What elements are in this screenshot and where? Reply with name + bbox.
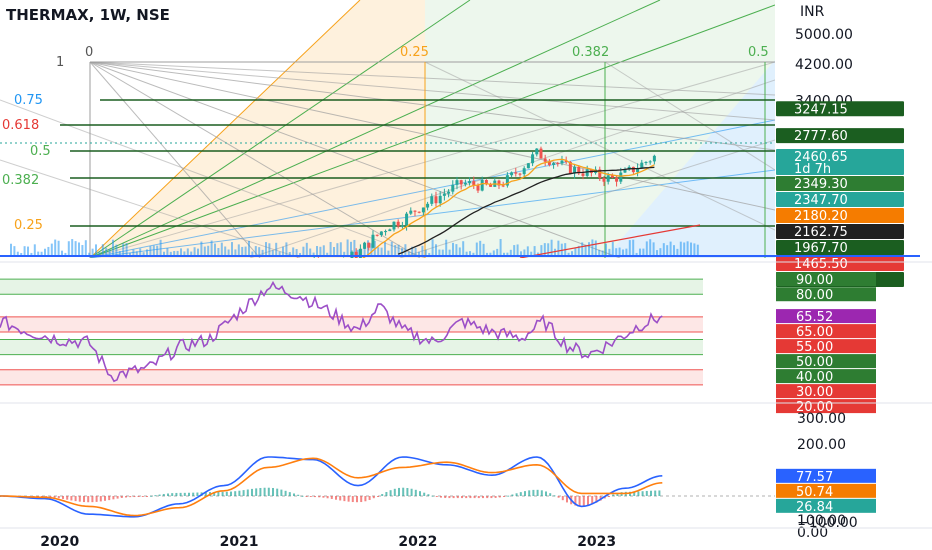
fib-fan-left-labels: 1 0.75 0.618 0.5 0.382 0.25 [2,55,64,233]
rsi-level-value: 40.00 [796,370,833,385]
chart-header: THERMAX, 1W, NSE INR [6,4,825,24]
fib-fan-level-label: 0.75 [14,93,43,108]
rsi-band [0,369,703,385]
price-axis-tick-label: 4200.00 [795,57,853,73]
rsi-level-tag [776,384,876,399]
rsi-level-value: 30.00 [796,385,833,400]
price-level-value: 2162.75 [794,225,848,240]
macd-line [0,456,663,518]
fib-fan-level-label: 0.382 [2,173,39,188]
rsi-level-tag [776,354,876,369]
time-axis-tick-label: 2020 [40,534,79,550]
price-level-tag [776,101,904,117]
price-level-value: 2349.30 [794,177,848,192]
fib-fan-level-label: 0.5 [748,45,769,60]
time-axis-tick-label: 2022 [398,534,437,550]
signal-line [0,457,663,517]
price-candles [296,146,656,258]
price-level-value: 2347.70 [794,193,848,208]
fib-horizontal-levels [0,99,775,227]
price-level-value: 2460.65 [794,150,848,165]
rsi-level-value: 50.00 [796,355,833,370]
time-axis-tick-label: 2021 [220,534,259,550]
price-level-countdown: 1d 7h [794,162,831,177]
moving-average-black [397,166,655,255]
price-level-value: 1465.50 [794,257,848,272]
price-level-value: 2180.20 [794,209,848,224]
rsi-level-tag [776,309,876,324]
rsi-level-tag [776,272,876,287]
rsi-band [0,339,703,355]
rsi-level-value: 65.52 [796,310,833,325]
price-level-tag [776,128,904,144]
macd-axis-tick-label: 100.00 [797,513,846,529]
fib-fan-zone-orange [90,0,425,258]
rsi-level-value: 20.00 [796,400,833,415]
moving-averages [361,158,701,258]
price-axis-tick-label: 5000.00 [795,27,853,43]
rsi-line [0,280,663,383]
fib-fan-level-label: 0.382 [572,45,609,60]
fib-fan-fills [90,0,775,258]
fib-fan-level-label: 0.25 [400,45,429,60]
macd-value-text: 50.74 [796,485,833,500]
fib-fan-zone-lightgreen [425,0,775,258]
price-level-tag [776,239,904,255]
price-level-value: 3247.15 [794,102,848,117]
macd-axis-tick-label: 300.00 [797,411,846,427]
time-axis-tick-label: 2023 [577,534,616,550]
macd-histogram [0,487,661,507]
rsi-band [0,316,703,332]
macd-value-text: 26.84 [796,500,833,515]
macd-value-tag [776,483,876,498]
rsi-pane[interactable] [0,278,703,386]
rsi-level-tag [776,339,876,354]
moving-average-orange [361,158,655,258]
rsi-band [0,279,703,295]
fib-fan-level-label: 0.618 [2,118,39,133]
price-level-tag [776,148,904,175]
fib-fan-level-label: 0.25 [14,218,43,233]
price-level-value: 1967.70 [794,241,848,256]
fib-fan-zone-blue [605,60,775,258]
macd-value-tag [776,468,876,483]
fib-fan-top-labels: 0 0.25 0.382 0.5 [85,45,769,60]
macd-pane[interactable] [0,456,775,518]
time-axis[interactable]: 2020 2021 2022 2023 [40,534,616,550]
fib-fan-level-label: 0 [85,45,93,60]
rsi-level-tag [776,324,876,339]
price-level-tag [776,191,904,207]
rsi-level-value: 80.00 [796,288,833,303]
price-level-tag [776,255,904,271]
fib-fan-level-label: 1 [56,55,64,70]
price-level-value: 2777.60 [794,129,848,144]
macd-value-text: 77.57 [796,470,833,485]
price-level-tag [776,223,904,239]
rsi-level-value: 65.00 [796,325,833,340]
rsi-level-tag [776,369,876,384]
currency-label: INR [800,4,825,20]
symbol-title: THERMAX, 1W, NSE [6,6,170,24]
volume-bars [10,239,699,256]
macd-axis-tick-label: −100.00 [797,515,858,531]
price-level-tag [776,207,904,223]
macd-value-tag [776,498,876,513]
fib-fan-level-label: 0.5 [30,144,51,159]
macd-axis-tick-label: 200.00 [797,437,846,453]
price-pane[interactable] [0,0,775,318]
rsi-level-value: 55.00 [796,340,833,355]
price-level-tag [776,175,904,191]
rsi-level-value: 90.00 [796,273,833,288]
macd-axis-tick-label: 0.00 [797,525,828,541]
rsi-level-tag [776,287,876,302]
